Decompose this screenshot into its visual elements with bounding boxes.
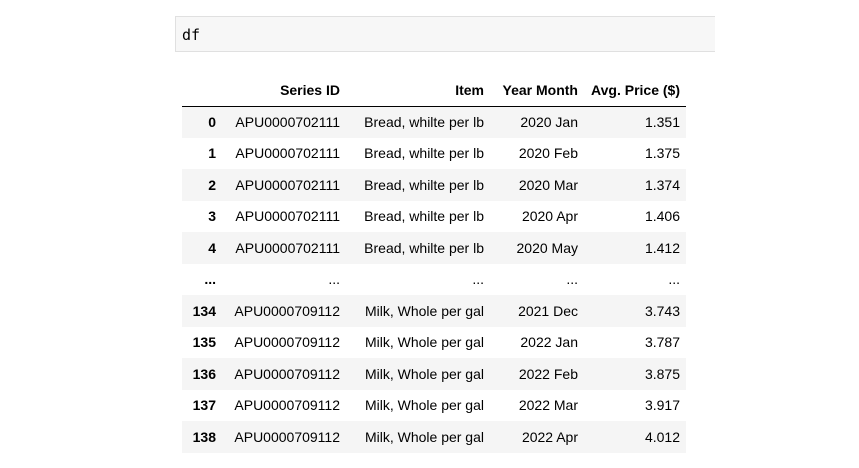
dataframe-output: Series ID Item Year Month Avg. Price ($)… [182,74,686,453]
table-row: 134 APU0000709112 Milk, Whole per gal 2021 … [182,295,686,327]
year-month-cell: 2022 Feb [518,365,578,382]
series-id-cell: APU0000709112 [234,428,340,445]
avg-price-cell: 1.351 [644,114,680,130]
row-index-cell: 1 [208,145,216,162]
row-index-cell: 138 [192,428,216,445]
item-cell: Milk, Whole per gal [364,334,484,351]
column-header-item: Item [346,74,490,107]
row-index-cell: ... [204,271,216,288]
table-row: 137 APU0000709112 Milk, Whole per gal 2022 … [182,389,686,421]
code-cell-input[interactable]: df [175,16,715,52]
table-row: 136 APU0000709112 Milk, Whole per gal 2022 … [182,358,686,390]
column-header-year-month: Year Month [490,74,584,107]
table-header-row: Series ID Item Year Month Avg. Price ($) [182,74,686,107]
year-month-cell: 2020 Mar [518,176,578,193]
table-row: 3 APU0000702111 Bread, whilte per lb 2020 A… [182,200,686,232]
avg-price-cell: 3.743 [644,302,680,319]
series-id-cell: APU0000709112 [234,365,340,382]
dataframe-table: Series ID Item Year Month Avg. Price ($)… [182,74,686,453]
item-cell: Bread, whilte per lb [364,176,484,193]
year-month-cell: 2020 Apr [521,208,578,225]
table-body: 0 APU0000702111 Bread, whilte per lb 2020 J… [182,106,686,453]
series-id-cell: APU0000709112 [234,397,340,414]
column-header-index [182,74,222,107]
year-month-cell: 2022 Apr [521,428,578,445]
series-id-cell: APU0000702111 [235,239,340,256]
code-cell-source: df [182,26,201,44]
item-cell: Milk, Whole per gal [364,302,484,319]
column-header-avg-price: Avg. Price ($) [584,74,686,107]
row-index-cell: 0 [208,114,216,130]
column-header-series-id: Series ID [222,74,346,107]
series-id-cell: ... [328,271,340,288]
year-month-cell: 2020 Jan [520,114,578,130]
year-month-cell: 2020 Feb [518,145,578,162]
table-row: 2 APU0000702111 Bread, whilte per lb 2020 M… [182,169,686,201]
row-index-cell: 134 [192,302,216,319]
avg-price-cell: 4.012 [644,428,680,445]
series-id-cell: APU0000702111 [235,208,340,225]
avg-price-cell: 1.412 [644,239,680,256]
year-month-cell: ... [566,271,578,288]
avg-price-cell: 1.374 [644,176,680,193]
item-cell: Milk, Whole per gal [364,397,484,414]
series-id-cell: APU0000702111 [235,145,340,162]
series-id-cell: APU0000702111 [235,176,340,193]
table-row: 4 APU0000702111 Bread, whilte per lb 2020 M… [182,232,686,264]
row-index-cell: 135 [192,334,216,351]
table-row: 1 APU0000702111 Bread, whilte per lb 2020 F… [182,137,686,169]
year-month-cell: 2022 Mar [518,397,578,414]
series-id-cell: APU0000709112 [234,334,340,351]
year-month-cell: 2022 Jan [520,334,578,351]
item-cell: Milk, Whole per gal [364,365,484,382]
avg-price-cell: 1.406 [644,208,680,225]
year-month-cell: 2020 May [516,239,578,256]
avg-price-cell: 1.375 [644,145,680,162]
item-cell: Milk, Whole per gal [364,428,484,445]
table-row: ............... [182,263,686,295]
row-index-cell: 4 [208,239,216,256]
table-row: 0 APU0000702111 Bread, whilte per lb 2020 J… [182,106,686,138]
series-id-cell: APU0000709112 [234,302,340,319]
item-cell: Bread, whilte per lb [364,114,484,130]
row-index-cell: 136 [192,365,216,382]
row-index-cell: 2 [208,176,216,193]
avg-price-cell: 3.787 [644,334,680,351]
avg-price-cell: 3.917 [644,397,680,414]
table-row: 138 APU0000709112 Milk, Whole per gal 2022 … [182,421,686,453]
avg-price-cell: 3.875 [644,365,680,382]
table-row: 135 APU0000709112 Milk, Whole per gal 2022 … [182,326,686,358]
avg-price-cell: ... [668,271,680,288]
item-cell: Bread, whilte per lb [364,208,484,225]
item-cell: ... [472,271,484,288]
item-cell: Bread, whilte per lb [364,239,484,256]
row-index-cell: 137 [192,397,216,414]
series-id-cell: APU0000702111 [235,114,340,130]
item-cell: Bread, whilte per lb [364,145,484,162]
year-month-cell: 2021 Dec [518,302,578,319]
row-index-cell: 3 [208,208,216,225]
